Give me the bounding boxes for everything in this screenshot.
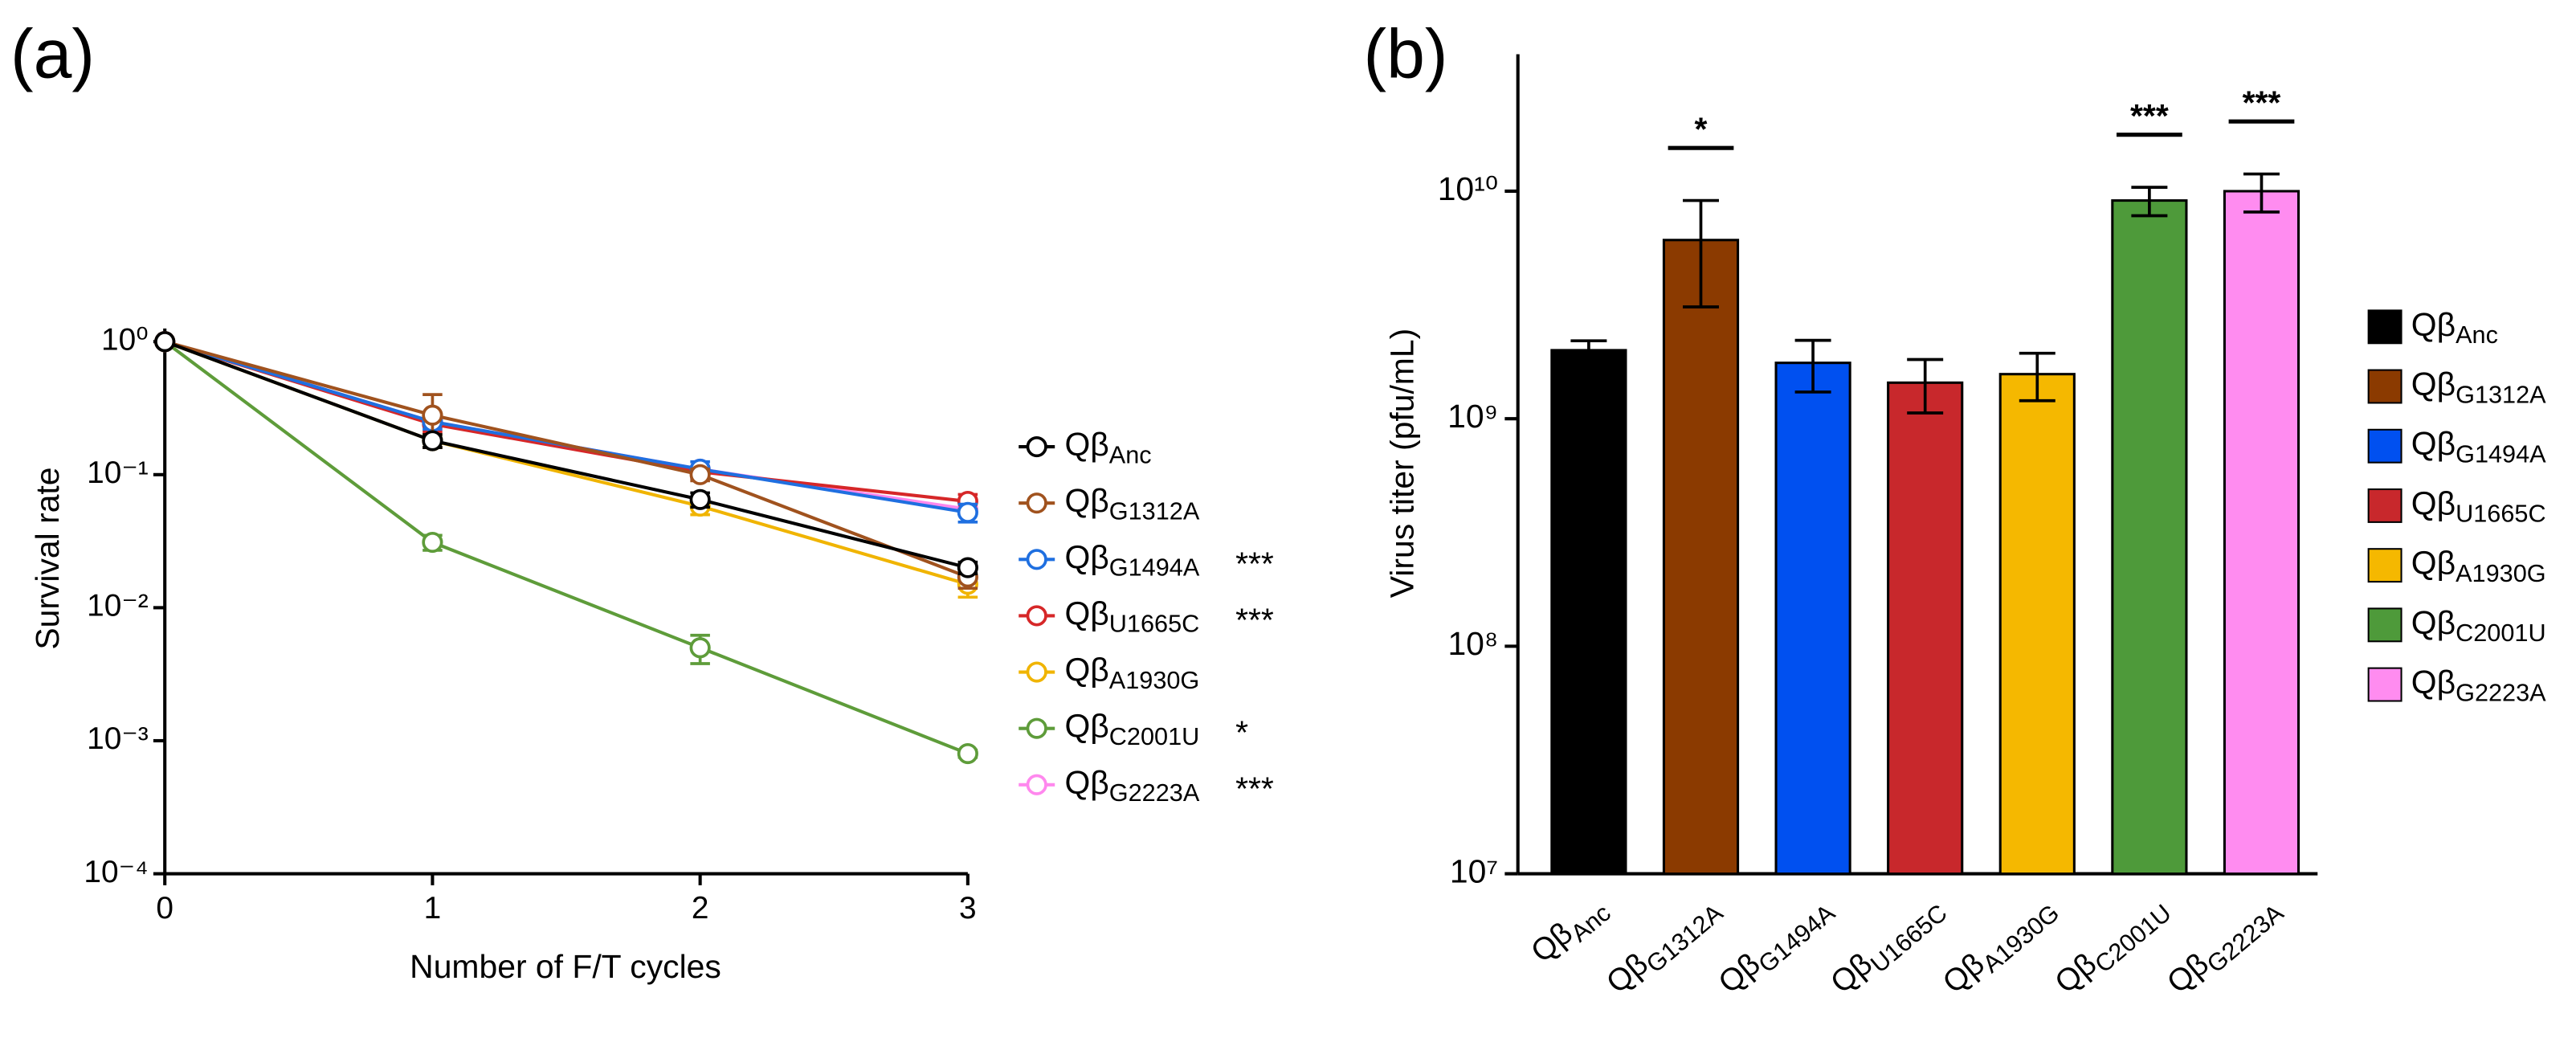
bar: [1887, 381, 1964, 876]
series-line: [164, 340, 969, 579]
error-bar: [1570, 339, 1607, 362]
x-tick-label: 2: [692, 891, 709, 926]
y-tick-label: 10⁸: [1447, 625, 1498, 662]
legend-label: QβA1930G: [1064, 651, 1199, 694]
data-point: [957, 742, 978, 765]
x-tick-label: QβU1665C: [1824, 889, 1952, 1005]
legend-marker: [1026, 717, 1047, 739]
error-bar: [2131, 186, 2168, 218]
data-point: [689, 464, 711, 485]
legend-marker: [1026, 774, 1047, 795]
legend-swatch: [2367, 548, 2402, 583]
legend-label: QβG1494A: [2411, 425, 2546, 468]
error-bar: [1907, 358, 1944, 415]
y-tick-label: 10¹⁰: [1438, 170, 1498, 207]
x-tick-label: QβG1494A: [1713, 889, 1841, 1006]
legend-label: QβG1312A: [1064, 482, 1199, 525]
series-line: [163, 340, 969, 755]
legend-marker: [1026, 492, 1047, 514]
data-point: [689, 637, 711, 659]
bar: [1998, 373, 2076, 876]
x-tick-label: QβG1312A: [1600, 889, 1729, 1006]
significance: ***: [2130, 97, 2169, 134]
x-tick-label: QβA1930G: [1937, 889, 2064, 1005]
y-axis-label: Virus titer (pfu/mL): [1383, 329, 1420, 598]
significance: ***: [1235, 545, 1274, 582]
data-point: [689, 488, 711, 510]
y-tick-label: 10⁻¹: [87, 456, 149, 490]
bar: [1550, 349, 1627, 876]
legend-label: QβA1930G: [2411, 544, 2546, 587]
data-point: [957, 501, 978, 523]
legend-swatch: [2367, 667, 2402, 702]
panel-label: (b): [1364, 15, 1448, 92]
bar: [2111, 199, 2188, 876]
legend-label: QβAnc: [1064, 426, 1151, 469]
y-tick-label: 10⁻²: [87, 589, 149, 623]
significance: ***: [1235, 770, 1274, 807]
error-bar: [1683, 198, 1719, 309]
x-axis-label: Number of F/T cycles: [410, 948, 721, 985]
series-line: [164, 340, 969, 504]
bar: [2223, 190, 2300, 876]
x-tick-label: QβAnc: [1525, 889, 1616, 975]
legend-label: QβG2223A: [2411, 664, 2546, 707]
legend-swatch: [2367, 488, 2402, 523]
x-tick-label: 0: [156, 891, 174, 926]
legend-marker: [1026, 605, 1047, 627]
significance: ***: [2243, 84, 2281, 121]
legend-swatch: [2367, 309, 2402, 345]
y-tick-label: 10⁰: [101, 322, 149, 357]
legend-label: QβG2223A: [1064, 764, 1199, 807]
legend-marker: [1026, 435, 1047, 458]
legend-label: QβG1494A: [1064, 538, 1199, 582]
bar: [1774, 362, 1851, 876]
y-tick-label: 10⁹: [1447, 398, 1498, 435]
legend-label: QβC2001U: [2411, 604, 2546, 648]
y-tick-label: 10⁷: [1450, 852, 1498, 889]
legend-label: QβC2001U: [1064, 707, 1199, 750]
legend-swatch: [2367, 607, 2402, 643]
legend-marker: [1026, 661, 1047, 683]
legend-marker: [1026, 549, 1047, 570]
legend-swatch: [2367, 428, 2402, 464]
legend-label: QβU1665C: [1064, 595, 1199, 638]
legend-label: QβU1665C: [2411, 484, 2546, 528]
y-axis-label: Survival rate: [29, 467, 66, 649]
error-bar: [2243, 172, 2280, 214]
panel-label: (a): [10, 15, 95, 92]
significance: ***: [1235, 601, 1274, 638]
legend-label: QβAnc: [2411, 306, 2498, 349]
series-line: [164, 340, 969, 511]
x-tick-label: QβC2001U: [2049, 889, 2177, 1005]
data-point: [422, 404, 443, 426]
data-point: [154, 331, 176, 353]
significance: *: [1235, 714, 1248, 751]
legend-swatch: [2367, 369, 2402, 404]
bar: [1662, 239, 1740, 876]
significance: *: [1695, 111, 1708, 148]
error-bar: [1794, 338, 1831, 394]
y-tick-label: 10⁻³: [87, 721, 149, 756]
legend-label: QβG1312A: [2411, 366, 2546, 409]
data-point: [957, 557, 978, 578]
series-line: [164, 340, 969, 570]
error-bar: [2019, 351, 2055, 403]
data-point: [422, 430, 443, 452]
x-tick-label: 3: [959, 891, 977, 926]
x-tick-label: 1: [424, 891, 442, 926]
y-tick-label: 10⁻⁴: [84, 855, 148, 889]
data-point: [422, 531, 443, 554]
x-tick-label: QβG2223A: [2161, 889, 2289, 1006]
